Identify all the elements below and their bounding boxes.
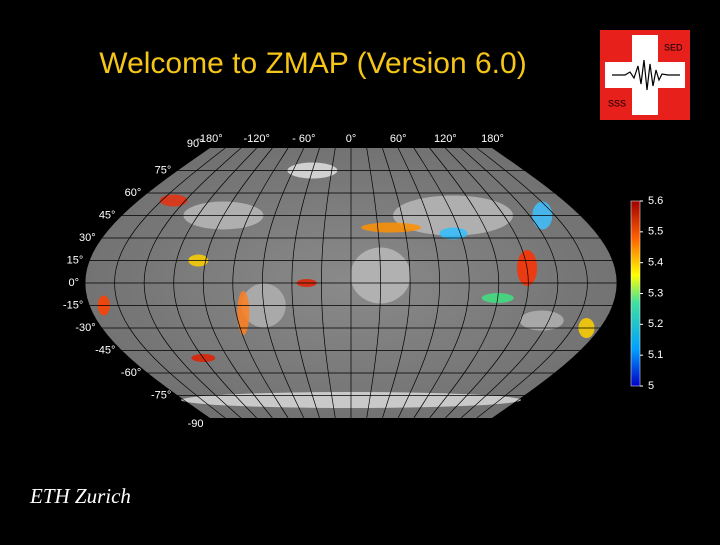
lat-label: 75° [155, 164, 172, 176]
lat-label: 0° [68, 277, 79, 289]
footer: ETH Zurich [29, 484, 131, 508]
lat-label: 45° [99, 209, 116, 221]
logo-seismogram [612, 59, 680, 91]
lat-label: -90 [188, 418, 204, 430]
colorbar-label: 5.3 [648, 287, 663, 299]
logo: SED SSS [600, 30, 690, 120]
colorbar-label: 5.5 [648, 226, 663, 238]
title: Welcome to ZMAP (Version 6.0) [99, 47, 526, 80]
lon-label: -180° [196, 133, 222, 145]
map [84, 147, 618, 419]
lon-label: 60° [390, 133, 407, 145]
lon-label: - 60° [292, 133, 315, 145]
lat-label: 15° [67, 254, 84, 266]
lon-label: 120° [434, 133, 457, 145]
lat-label: -45° [95, 344, 115, 356]
colorbar-label: 5.4 [648, 257, 663, 269]
lon-label: 0° [346, 133, 357, 145]
colorbar-label: 5.6 [648, 195, 663, 207]
map-region [159, 194, 188, 207]
colorbar-label: 5 [648, 380, 654, 392]
lon-label: -120° [243, 133, 269, 145]
lat-label: 90° [187, 138, 204, 150]
lat-label: -75° [151, 389, 171, 401]
lat-label: -15° [63, 299, 83, 311]
map-region [439, 227, 468, 240]
map-region [237, 291, 250, 335]
logo-text: SED [664, 42, 683, 52]
lat-label: 30° [79, 232, 96, 244]
logo-text: SSS [608, 98, 626, 108]
lat-label: 60° [125, 187, 142, 199]
colorbar-label: 5.1 [648, 349, 663, 361]
lat-label: -60° [121, 367, 141, 379]
colorbar [630, 200, 641, 387]
lat-label: -30° [75, 322, 95, 334]
lon-label: 180° [481, 133, 504, 145]
colorbar-label: 5.2 [648, 318, 663, 330]
map-region [361, 222, 422, 233]
map-region [519, 310, 564, 331]
